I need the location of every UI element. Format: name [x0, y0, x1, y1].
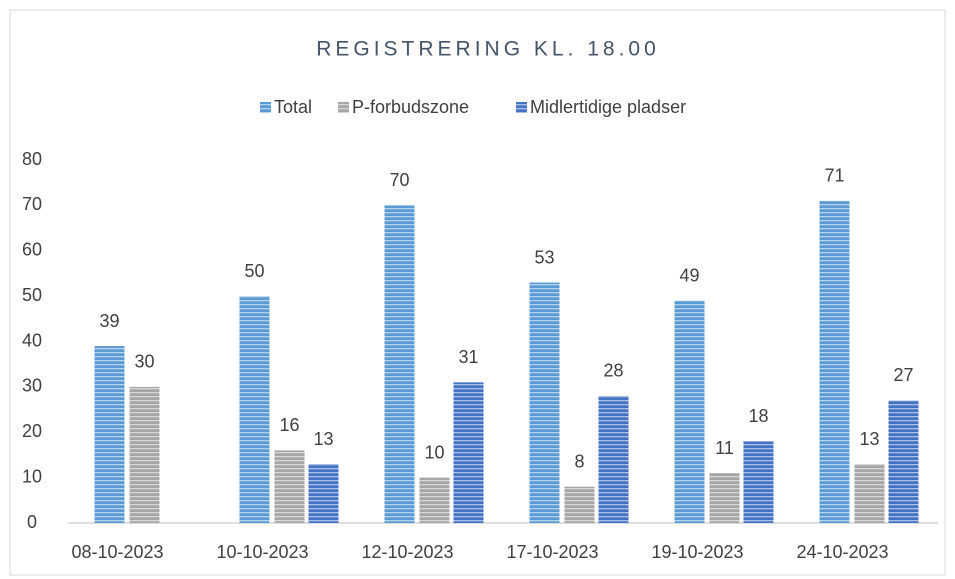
y-tick-label: 80 — [22, 149, 42, 169]
y-tick-label: 20 — [22, 421, 42, 441]
bar — [129, 386, 160, 523]
y-tick-label: 60 — [22, 240, 42, 260]
data-label: 28 — [603, 361, 623, 381]
y-tick-label: 50 — [22, 285, 42, 305]
data-label: 39 — [99, 311, 119, 331]
data-label: 8 — [574, 451, 584, 471]
data-label: 53 — [534, 247, 554, 267]
legend-swatch — [338, 102, 349, 113]
legend-label: P-forbudszone — [352, 97, 469, 117]
x-tick-label: 24-10-2023 — [796, 542, 888, 562]
legend-swatch — [260, 102, 271, 113]
bar — [239, 296, 270, 523]
bar — [888, 400, 919, 523]
data-label: 50 — [244, 261, 264, 281]
legend-swatch — [516, 102, 527, 113]
legend-label: Midlertidige pladser — [530, 97, 686, 117]
bar — [709, 473, 740, 523]
data-label: 30 — [134, 352, 154, 372]
bar — [743, 441, 774, 523]
bar — [94, 346, 125, 523]
y-tick-label: 40 — [22, 330, 42, 350]
x-tick-label: 17-10-2023 — [506, 542, 598, 562]
bar — [453, 382, 484, 523]
data-label: 16 — [279, 415, 299, 435]
x-tick-label: 08-10-2023 — [71, 542, 163, 562]
x-tick-label: 19-10-2023 — [651, 542, 743, 562]
bar — [419, 477, 450, 523]
y-tick-label: 30 — [22, 376, 42, 396]
data-label: 27 — [893, 365, 913, 385]
bar — [598, 395, 629, 523]
chart-title: REGISTRERING KL. 18.00 — [316, 38, 660, 61]
data-label: 18 — [748, 406, 768, 426]
y-tick-label: 70 — [22, 194, 42, 214]
data-label: 13 — [859, 429, 879, 449]
data-label: 70 — [389, 170, 409, 190]
bar — [854, 464, 885, 523]
bar — [564, 486, 595, 523]
y-tick-label: 10 — [22, 466, 42, 486]
x-tick-label: 10-10-2023 — [216, 542, 308, 562]
data-label: 11 — [715, 438, 734, 458]
legend-label: Total — [274, 97, 312, 117]
bar — [819, 200, 850, 523]
bar — [274, 450, 305, 523]
data-label: 49 — [679, 265, 699, 285]
bar — [384, 205, 415, 523]
data-label: 10 — [424, 442, 444, 462]
bar — [529, 282, 560, 523]
x-tick-label: 12-10-2023 — [361, 542, 453, 562]
data-label: 13 — [313, 429, 333, 449]
y-tick-label: 0 — [27, 512, 37, 532]
data-label: 71 — [824, 166, 844, 186]
bar — [308, 464, 339, 523]
data-label: 31 — [458, 347, 478, 367]
bar — [674, 300, 705, 523]
